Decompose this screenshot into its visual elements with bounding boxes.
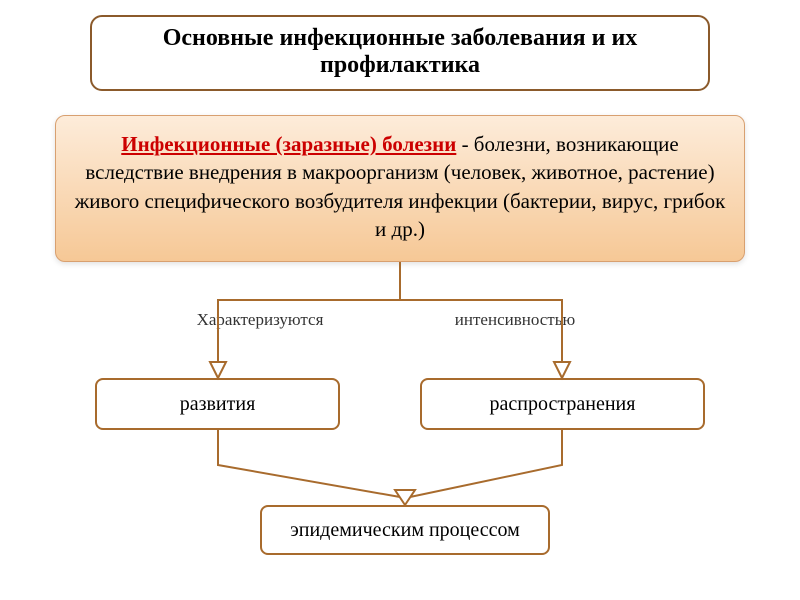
definition-box: Инфекционные (заразные) болезни - болезн… (55, 115, 745, 262)
mid-label-left: Характеризуются (170, 310, 350, 330)
mid-label-right: интенсивностью (425, 310, 605, 330)
definition-term: Инфекционные (заразные) болезни (121, 132, 456, 156)
node-bottom: эпидемическим процессом (260, 505, 550, 555)
title-text: Основные инфекционные заболевания и их п… (163, 25, 638, 78)
arrow-path-4 (410, 430, 562, 497)
arrow-path-3 (218, 430, 400, 497)
title-box: Основные инфекционные заболевания и их п… (90, 15, 710, 91)
arrowhead-left (210, 362, 226, 378)
node-left: развития (95, 378, 340, 430)
node-right: распространения (420, 378, 705, 430)
arrowhead-right (554, 362, 570, 378)
arrowhead-bottom (395, 490, 415, 505)
